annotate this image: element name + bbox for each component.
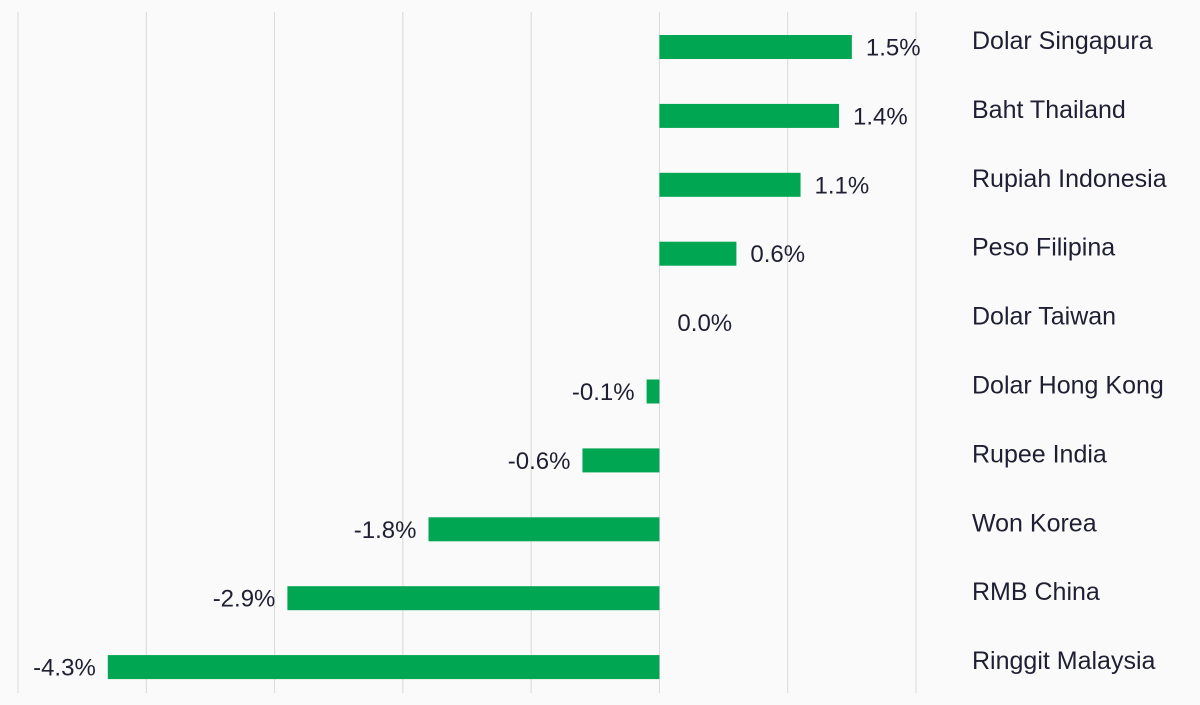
data-label: -4.3% <box>33 655 96 682</box>
category-label: Dolar Taiwan <box>972 303 1116 331</box>
bar <box>659 241 737 266</box>
category-label: Rupiah Indonesia <box>972 165 1167 193</box>
data-label: 1.1% <box>815 172 870 199</box>
data-label: 0.0% <box>677 310 732 337</box>
category-label: Rupee India <box>972 440 1107 468</box>
category-label: Baht Thailand <box>972 96 1126 124</box>
category-label: RMB China <box>972 578 1100 606</box>
category-labels: Dolar Singapura Baht Thailand Rupiah Indon… <box>972 27 1167 675</box>
bar <box>646 379 660 404</box>
category-label: Dolar Hong Kong <box>972 372 1164 400</box>
bar <box>107 655 660 680</box>
bar <box>659 172 801 197</box>
data-label: -0.6% <box>508 448 571 475</box>
data-label: 0.6% <box>750 241 805 268</box>
category-label: Dolar Singapura <box>972 27 1153 55</box>
bar <box>287 586 660 611</box>
data-label: -0.1% <box>572 379 635 406</box>
bar <box>582 448 660 473</box>
category-label: Ringgit Malaysia <box>972 647 1156 675</box>
bar <box>659 103 840 128</box>
data-label: 1.4% <box>853 103 908 130</box>
bar <box>659 35 852 59</box>
data-label: 1.5% <box>866 35 921 62</box>
category-label: Won Korea <box>972 509 1097 537</box>
category-label: Peso Filipina <box>972 234 1115 262</box>
data-labels: 1.5% 1.4% 1.1% 0.6% 0.0% -0.1% -0.6% -1.8% -2.9%… <box>33 35 920 682</box>
bars <box>107 35 852 680</box>
data-label: -2.9% <box>213 586 276 613</box>
bar <box>428 517 660 542</box>
data-label: -1.8% <box>354 517 417 544</box>
